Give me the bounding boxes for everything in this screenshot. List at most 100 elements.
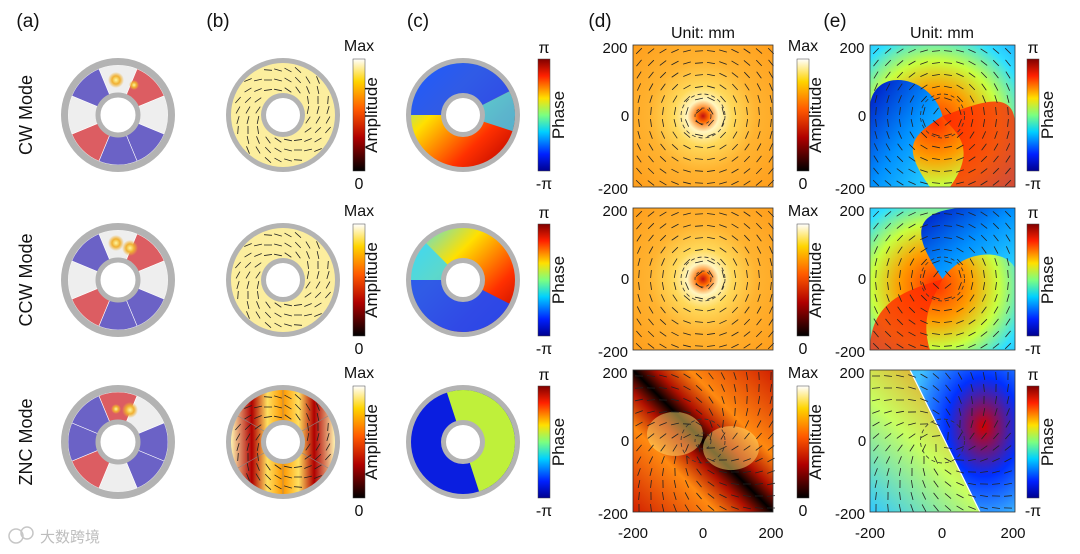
field-arrow <box>1007 383 1009 393</box>
field-arrow <box>943 213 953 215</box>
field-arrow <box>304 475 312 479</box>
field-arrow <box>719 332 727 336</box>
colorbar-max-label: π <box>1027 40 1038 57</box>
field-arrow <box>731 211 739 217</box>
field-arrow <box>956 482 964 486</box>
field-arrow <box>264 322 272 328</box>
field-arrow <box>991 483 1001 485</box>
field-arrow <box>685 107 689 115</box>
field-arrow <box>994 258 998 266</box>
field-arrow <box>920 61 928 65</box>
field-arrow <box>673 282 677 290</box>
field-arrow <box>683 95 691 103</box>
field-arrow <box>875 269 877 279</box>
field-arrow <box>920 398 928 402</box>
field-arrow <box>708 408 714 416</box>
field-arrow <box>316 106 320 114</box>
field-arrow <box>931 225 941 227</box>
watermark: 大数跨境 <box>8 526 100 546</box>
colorbar-gradient <box>537 223 551 337</box>
field-arrow <box>647 421 655 427</box>
field-arrow <box>872 398 880 402</box>
field-arrow <box>920 95 928 103</box>
field-arrow <box>304 138 312 142</box>
field-arrow <box>931 435 941 437</box>
field-arrow <box>246 116 250 124</box>
field-arrow <box>956 320 964 324</box>
cell-boundary <box>300 451 329 469</box>
field-arrow <box>695 283 703 289</box>
field-arrow <box>246 463 250 471</box>
field-arrow <box>884 48 892 54</box>
field-arrow <box>933 456 939 464</box>
field-arrow <box>744 306 750 314</box>
field-arrow <box>1004 342 1012 350</box>
field-arrow <box>706 157 716 161</box>
field-arrow <box>956 505 964 511</box>
colorbar-max-label: π <box>538 40 549 57</box>
field-arrow <box>254 97 262 103</box>
colorbar-max-label: π <box>1027 205 1038 222</box>
y-tick-mid: 0 <box>621 433 629 450</box>
field-arrow <box>662 269 664 279</box>
x-tick-left-e: -200 <box>855 525 885 542</box>
field-arrow <box>673 269 677 279</box>
field-arrow <box>958 408 962 416</box>
field-arrow <box>731 168 739 174</box>
field-arrow <box>685 468 689 476</box>
field-arrow <box>884 421 892 427</box>
field-arrow <box>671 246 679 254</box>
field-arrow <box>958 396 962 404</box>
field-arrow <box>992 470 1000 474</box>
field-arrow <box>274 464 282 470</box>
field-arrow <box>921 444 927 452</box>
field-arrow <box>980 343 988 349</box>
field-arrow <box>635 421 643 427</box>
field-arrow <box>932 145 940 149</box>
field-arrow <box>874 131 878 139</box>
field-arrow <box>683 49 691 53</box>
field-arrow <box>971 395 973 405</box>
colorbar-min-label: 0 <box>355 503 364 520</box>
watermark-text: 大数跨境 <box>40 528 100 546</box>
field-arrow <box>874 83 878 91</box>
field-arrow <box>768 306 774 314</box>
field-arrow <box>755 48 763 54</box>
colorbar-gradient <box>796 385 810 499</box>
field-arrow <box>956 294 964 302</box>
field-arrow <box>920 181 928 185</box>
y-tick-top: 200 <box>602 40 627 57</box>
field-arrow <box>719 131 727 139</box>
field-arrow <box>744 246 750 254</box>
field-arrow <box>637 95 641 103</box>
field-arrow <box>672 294 678 302</box>
field-arrow <box>295 86 301 94</box>
field-arrow <box>769 131 773 139</box>
field-arrow <box>697 444 701 452</box>
field-arrow <box>708 119 714 127</box>
field-arrow <box>638 491 640 501</box>
field-arrow <box>908 433 916 439</box>
field-arrow <box>1006 131 1010 139</box>
field-arrow <box>968 235 976 241</box>
field-arrow <box>314 313 322 317</box>
field-arrow <box>254 415 262 419</box>
field-arrow <box>755 330 763 338</box>
field-arrow <box>314 148 322 152</box>
field-arrow <box>263 69 273 71</box>
field-arrow <box>768 420 774 428</box>
field-arrow <box>995 269 997 279</box>
field-arrow <box>896 331 904 337</box>
field-arrow <box>981 294 987 302</box>
field-arrow <box>662 467 664 477</box>
field-arrow <box>898 467 902 477</box>
field-arrow <box>694 225 704 227</box>
field-arrow <box>659 168 667 174</box>
field-arrow <box>956 224 964 228</box>
field-arrow <box>943 345 953 347</box>
field-arrow <box>920 385 928 391</box>
field-arrow <box>1006 408 1010 416</box>
field-arrow <box>872 421 880 427</box>
field-arrow <box>908 72 916 78</box>
map-frame <box>869 369 1016 513</box>
